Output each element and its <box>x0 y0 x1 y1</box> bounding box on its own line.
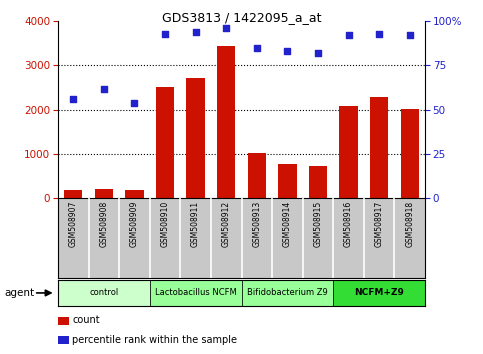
Text: GSM508914: GSM508914 <box>283 201 292 247</box>
Point <box>375 31 383 36</box>
Bar <box>217 46 235 198</box>
Point <box>130 100 138 105</box>
Bar <box>186 78 205 198</box>
Bar <box>125 190 143 198</box>
Point <box>100 86 108 91</box>
Bar <box>95 189 113 198</box>
Text: GSM508907: GSM508907 <box>69 201 78 247</box>
Point <box>284 48 291 54</box>
Text: GSM508912: GSM508912 <box>222 201 231 247</box>
Text: NCFM+Z9: NCFM+Z9 <box>354 289 404 297</box>
Text: Bifidobacterium Z9: Bifidobacterium Z9 <box>247 289 328 297</box>
Text: Lactobacillus NCFM: Lactobacillus NCFM <box>155 289 237 297</box>
Text: GSM508916: GSM508916 <box>344 201 353 247</box>
Point <box>192 29 199 35</box>
Bar <box>309 166 327 198</box>
Bar <box>340 106 358 198</box>
Point <box>345 33 353 38</box>
Text: GSM508917: GSM508917 <box>375 201 384 247</box>
Point <box>161 31 169 36</box>
Point <box>314 50 322 56</box>
Bar <box>400 109 419 198</box>
Text: percentile rank within the sample: percentile rank within the sample <box>72 335 238 345</box>
Bar <box>370 97 388 198</box>
Text: GSM508908: GSM508908 <box>99 201 108 247</box>
Bar <box>333 280 425 306</box>
Text: control: control <box>89 289 118 297</box>
Text: agent: agent <box>5 288 35 298</box>
Bar <box>58 280 150 306</box>
Bar <box>150 280 242 306</box>
Text: GSM508913: GSM508913 <box>252 201 261 247</box>
Point <box>406 33 413 38</box>
Bar <box>156 87 174 198</box>
Point <box>70 96 77 102</box>
Text: GSM508909: GSM508909 <box>130 201 139 247</box>
Bar <box>248 153 266 198</box>
Text: GSM508918: GSM508918 <box>405 201 414 247</box>
Text: count: count <box>72 315 100 325</box>
Bar <box>64 190 83 198</box>
Text: GSM508911: GSM508911 <box>191 201 200 247</box>
Point <box>222 25 230 31</box>
Text: GSM508910: GSM508910 <box>160 201 170 247</box>
Text: GSM508915: GSM508915 <box>313 201 323 247</box>
Bar <box>278 164 297 198</box>
Text: GDS3813 / 1422095_a_at: GDS3813 / 1422095_a_at <box>162 11 321 24</box>
Bar <box>242 280 333 306</box>
Point <box>253 45 261 51</box>
